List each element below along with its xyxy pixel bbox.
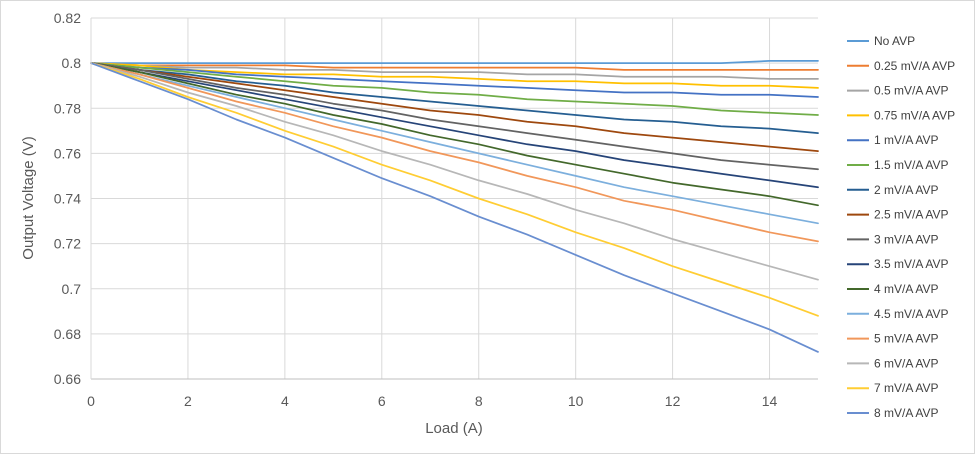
legend-label: 5 mV/A AVP — [874, 332, 938, 346]
series-line — [90, 62, 819, 317]
series-line — [90, 62, 819, 152]
legend-label: 0.25 mV/A AVP — [874, 59, 955, 73]
series-line — [90, 62, 819, 134]
legend-label: 8 mV/A AVP — [874, 406, 938, 420]
series-line — [90, 62, 819, 243]
y-tick-label: 0.8 — [62, 55, 82, 71]
legend-label: 2 mV/A AVP — [874, 183, 938, 197]
series-line — [90, 62, 819, 207]
series-line — [90, 62, 819, 171]
series-line — [90, 62, 819, 71]
series-line — [90, 62, 819, 353]
x-tick-label: 14 — [762, 393, 778, 409]
series-line — [90, 62, 819, 225]
series-line — [90, 62, 819, 89]
legend-label: 3 mV/A AVP — [874, 232, 938, 246]
x-tick-label: 6 — [378, 393, 386, 409]
y-tick-label: 0.66 — [54, 371, 81, 387]
legend-label: 1 mV/A AVP — [874, 133, 938, 147]
x-tick-label: 4 — [281, 393, 289, 409]
y-tick-label: 0.78 — [54, 100, 81, 116]
series-line — [90, 62, 819, 189]
series-line — [90, 62, 819, 281]
legend: No AVP 0.25 mV/A AVP 0.5 mV/A AVP 0.75 mV/A… — [847, 34, 955, 420]
series-layer — [90, 60, 819, 353]
series-line — [90, 62, 819, 80]
legend-label: 0.75 mV/A AVP — [874, 108, 955, 122]
legend-label: 4.5 mV/A AVP — [874, 307, 948, 321]
x-axis-title: Load (A) — [425, 420, 483, 437]
series-line — [90, 62, 819, 98]
series-line — [90, 60, 819, 64]
x-tick-label: 2 — [184, 393, 192, 409]
series-line — [90, 62, 819, 116]
y-tick-label: 0.7 — [62, 281, 82, 297]
legend-label: 6 mV/A AVP — [874, 356, 938, 370]
x-tick-label: 10 — [568, 393, 584, 409]
x-tick-label: 8 — [475, 393, 483, 409]
y-tick-label: 0.76 — [54, 145, 81, 161]
legend-label: 7 mV/A AVP — [874, 381, 938, 395]
legend-label: 1.5 mV/A AVP — [874, 158, 948, 172]
x-tick-label: 0 — [87, 393, 95, 409]
legend-label: 0.5 mV/A AVP — [874, 84, 948, 98]
legend-label: 3.5 mV/A AVP — [874, 257, 948, 271]
y-tick-label: 0.68 — [54, 326, 81, 342]
y-tick-label: 0.72 — [54, 236, 81, 252]
x-tick-label: 12 — [665, 393, 681, 409]
legend-label: 4 mV/A AVP — [874, 282, 938, 296]
legend-label: 2.5 mV/A AVP — [874, 208, 948, 222]
y-tick-label: 0.82 — [54, 10, 81, 26]
y-axis-title: Output Voltage (V) — [20, 136, 37, 259]
axis-layer: Load (A) Output Voltage (V) 0.66 0.68 0.7 0… — [20, 10, 818, 437]
y-tick-label: 0.74 — [54, 191, 81, 207]
legend-label: No AVP — [874, 34, 915, 48]
